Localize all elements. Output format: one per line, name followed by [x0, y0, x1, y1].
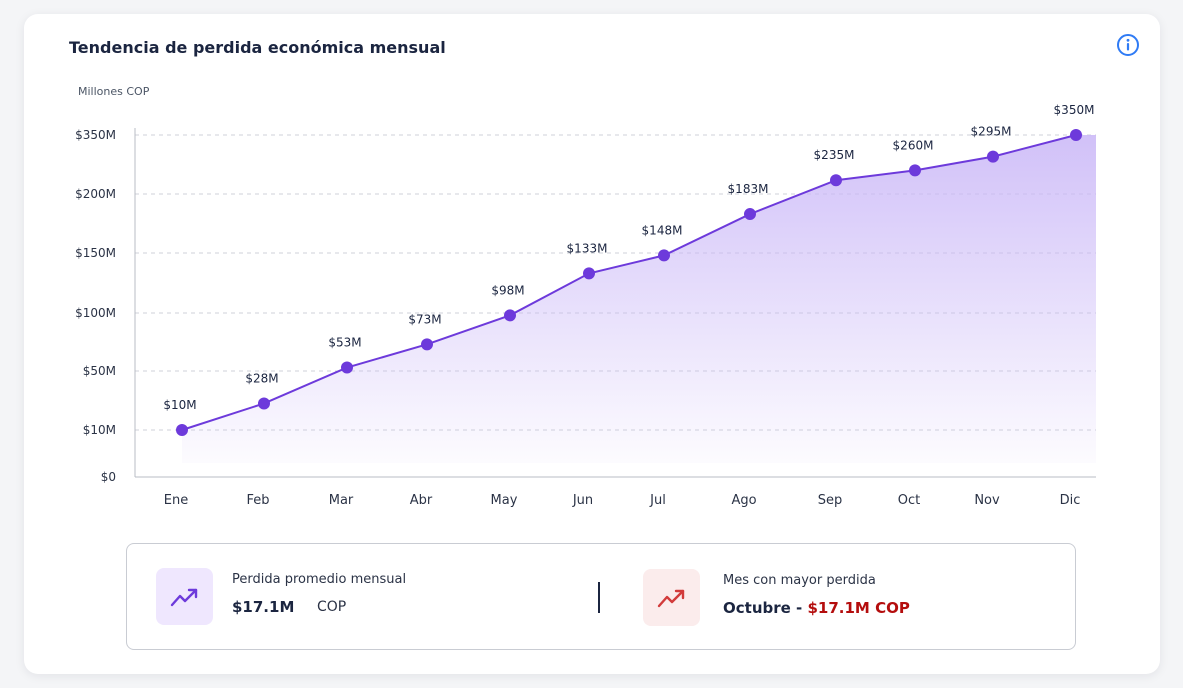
x-tick-label: Dic: [1060, 493, 1081, 508]
area-fill: [182, 135, 1096, 463]
data-label: $183M: [728, 182, 769, 196]
data-point: [341, 361, 353, 374]
y-tick-label: $150M: [75, 246, 116, 260]
data-label: $28M: [245, 371, 278, 385]
x-tick-label: Abr: [410, 493, 433, 508]
x-tick-label: Sep: [818, 493, 843, 508]
max-loss-separator: -: [790, 599, 808, 617]
data-label: $10M: [163, 398, 196, 412]
data-label: $133M: [567, 241, 608, 255]
max-loss-amount: $17.1M COP: [807, 599, 910, 617]
chart-card: Tendencia de perdida económica mensual M…: [24, 14, 1160, 674]
x-tick-label: Jul: [649, 493, 666, 508]
data-label: $73M: [408, 312, 441, 326]
data-label: $295M: [971, 125, 1012, 139]
summary-panel: Perdida promedio mensual $17.1M COP Mes …: [126, 543, 1076, 650]
x-tick-label: Mar: [329, 493, 354, 508]
line-area-chart: $0 $10M $50M $100M $150M $200M $350M $10M $28M $5…: [75, 103, 1096, 508]
series-line: [181, 134, 1077, 431]
data-label: $235M: [814, 148, 855, 162]
trending-up-icon: [657, 589, 684, 607]
x-tick-label: Nov: [974, 493, 1000, 508]
data-point: [421, 338, 433, 351]
data-point: [744, 208, 756, 221]
y-tick-label: $200M: [75, 187, 116, 201]
y-tick-label: $100M: [75, 306, 116, 320]
data-point: [583, 267, 595, 280]
data-label: $98M: [491, 283, 524, 297]
data-label: $53M: [328, 336, 361, 350]
avg-loss-icon-box: [156, 568, 213, 625]
max-loss-month: Octubre: [723, 599, 791, 617]
data-point: [987, 150, 999, 163]
max-loss-icon-box: [643, 569, 700, 626]
avg-loss-label: Perdida promedio mensual: [232, 572, 407, 587]
x-tick-label: Jun: [572, 493, 593, 508]
data-point: [658, 249, 670, 262]
max-loss-value: Octubre - $17.1M COP: [723, 599, 910, 617]
y-tick-label: $350M: [75, 128, 116, 142]
y-axis-unit-label: Millones COP: [78, 85, 150, 98]
trending-up-icon: [170, 588, 197, 606]
data-point: [176, 424, 188, 436]
data-label: $350M: [1054, 103, 1095, 117]
data-label: $260M: [893, 138, 934, 152]
x-tick-label: Ene: [164, 493, 188, 508]
data-point: [1070, 129, 1082, 141]
data-point: [830, 174, 842, 187]
info-circle-icon[interactable]: [1116, 33, 1140, 57]
y-tick-label: $0: [101, 470, 116, 484]
x-tick-label: Ago: [731, 493, 756, 508]
max-loss-label: Mes con mayor perdida: [723, 573, 876, 588]
avg-loss-value: $17.1M: [232, 598, 295, 616]
y-tick-label: $50M: [83, 364, 116, 378]
data-point: [909, 164, 921, 177]
summary-divider: [598, 582, 600, 613]
x-tick-label: Oct: [898, 493, 920, 508]
y-tick-label: $10M: [83, 423, 116, 437]
x-tick-label: May: [491, 493, 518, 508]
data-label: $148M: [642, 223, 683, 237]
avg-loss-unit: COP: [317, 599, 347, 615]
x-tick-label: Feb: [246, 493, 269, 508]
chart-title: Tendencia de perdida económica mensual: [69, 38, 446, 57]
data-point: [504, 309, 516, 322]
data-point: [258, 397, 270, 410]
